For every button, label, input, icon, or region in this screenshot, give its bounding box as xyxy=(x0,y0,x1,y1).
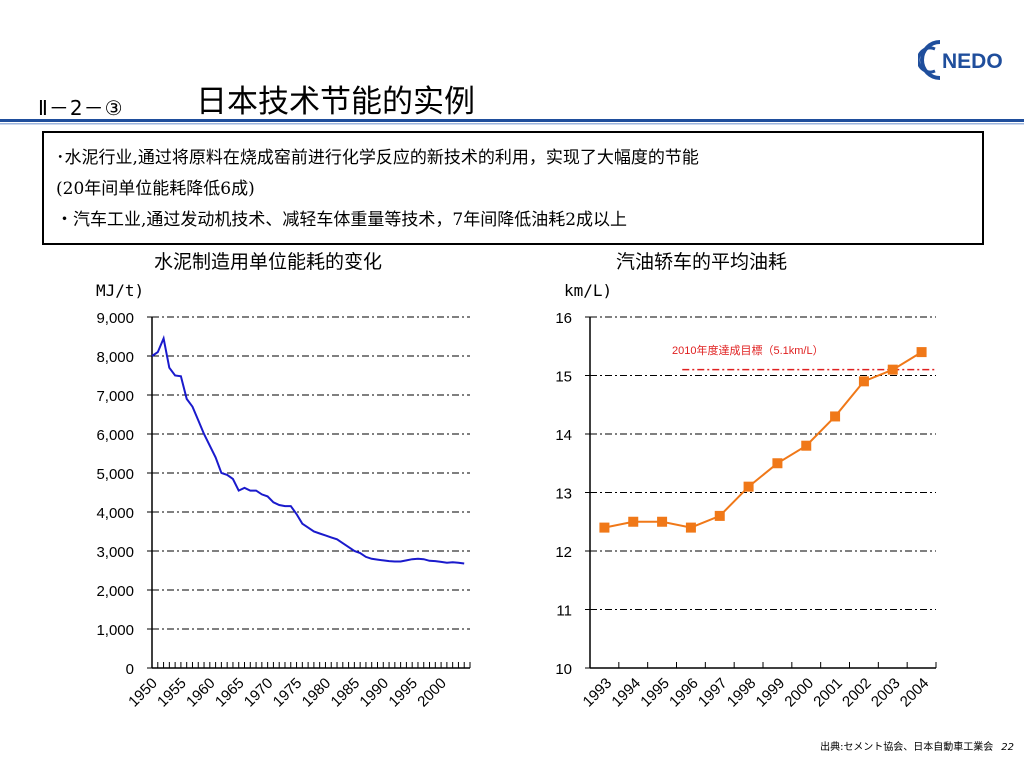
x-tick-label: 2000 xyxy=(781,675,817,711)
page-title: 日本技术节能的实例 xyxy=(196,84,475,120)
data-point xyxy=(801,440,812,451)
x-tick-label: 2003 xyxy=(868,675,904,711)
callout-line-cement: ･水泥行业,通过将原料在烧成窑前进行化学反应的新技术的利用，实现了大幅度的节能 xyxy=(56,148,699,168)
page-number: 22 xyxy=(1001,742,1014,753)
data-point xyxy=(628,516,639,527)
y-tick-label: 14 xyxy=(555,427,572,444)
callout-line-auto: ・汽车工业,通过发动机技术、减轻车体重量等技术，7年间降低油耗2成以上 xyxy=(56,210,628,230)
data-point xyxy=(657,516,668,527)
y-tick-label: 3,000 xyxy=(96,544,134,561)
target-label: 2010年度達成目標（5.1km/L） xyxy=(672,343,824,357)
cement-chart-unit: MJ/t) xyxy=(96,281,145,300)
section-id: Ⅱ－2－③ xyxy=(38,96,124,120)
x-tick-label: 1998 xyxy=(724,675,760,711)
source-note: 出典:セメント協会、日本自動車工業会 xyxy=(820,742,994,753)
data-point xyxy=(858,376,869,387)
y-tick-label: 1,000 xyxy=(96,622,134,639)
y-tick-label: 16 xyxy=(555,310,572,327)
y-tick-label: 11 xyxy=(556,603,572,620)
data-point xyxy=(772,458,783,469)
x-tick-label: 1993 xyxy=(580,675,616,711)
y-tick-label: 8,000 xyxy=(96,349,134,366)
fuel-chart-title: 汽油轿车的平均油耗 xyxy=(616,251,788,273)
data-point xyxy=(887,364,898,375)
title-rule xyxy=(0,119,1024,125)
summary-callout: ･水泥行业,通过将原料在烧成窑前进行化学反应的新技术的利用，实现了大幅度的节能 … xyxy=(42,131,984,245)
x-tick-label: 2004 xyxy=(897,675,933,711)
cement-energy-series xyxy=(151,334,465,565)
x-tick-label: 1996 xyxy=(666,675,702,711)
y-tick-label: 12 xyxy=(555,544,572,561)
x-tick-label: 2001 xyxy=(810,675,846,711)
data-point xyxy=(830,411,841,422)
nedo-logo: NEDO xyxy=(918,40,1003,80)
y-tick-label: 6,000 xyxy=(96,427,134,444)
y-tick-label: 15 xyxy=(555,369,572,386)
y-tick-label: 13 xyxy=(555,486,572,503)
x-tick-label: 1999 xyxy=(753,675,789,711)
y-tick-label: 4,000 xyxy=(96,505,134,522)
y-tick-label: 10 xyxy=(555,661,572,678)
cement-chart-title: 水泥制造用单位能耗的变化 xyxy=(154,251,383,273)
fuel-chart-unit: km/L) xyxy=(564,281,613,300)
data-point xyxy=(916,347,927,358)
callout-line-cement-detail: (20年间单位能耗降低6成) xyxy=(56,179,255,199)
x-tick-label: 1994 xyxy=(608,675,644,711)
data-point xyxy=(743,481,754,492)
data-point xyxy=(714,510,725,521)
x-tick-label: 2002 xyxy=(839,675,875,711)
data-point xyxy=(599,522,610,533)
y-tick-label: 5,000 xyxy=(96,466,134,483)
x-tick-label: 1995 xyxy=(637,675,673,711)
y-tick-label: 7,000 xyxy=(96,388,134,405)
logo-text: NEDO xyxy=(942,50,1003,73)
footer: 出典:セメント協会、日本自動車工業会 22 xyxy=(820,738,1014,753)
y-tick-label: 2,000 xyxy=(96,583,134,600)
y-tick-label: 9,000 xyxy=(96,310,134,327)
y-tick-label: 0 xyxy=(126,661,134,678)
data-point xyxy=(685,522,696,533)
x-tick-label: 1997 xyxy=(695,675,731,711)
fuel-economy-series xyxy=(604,351,923,529)
